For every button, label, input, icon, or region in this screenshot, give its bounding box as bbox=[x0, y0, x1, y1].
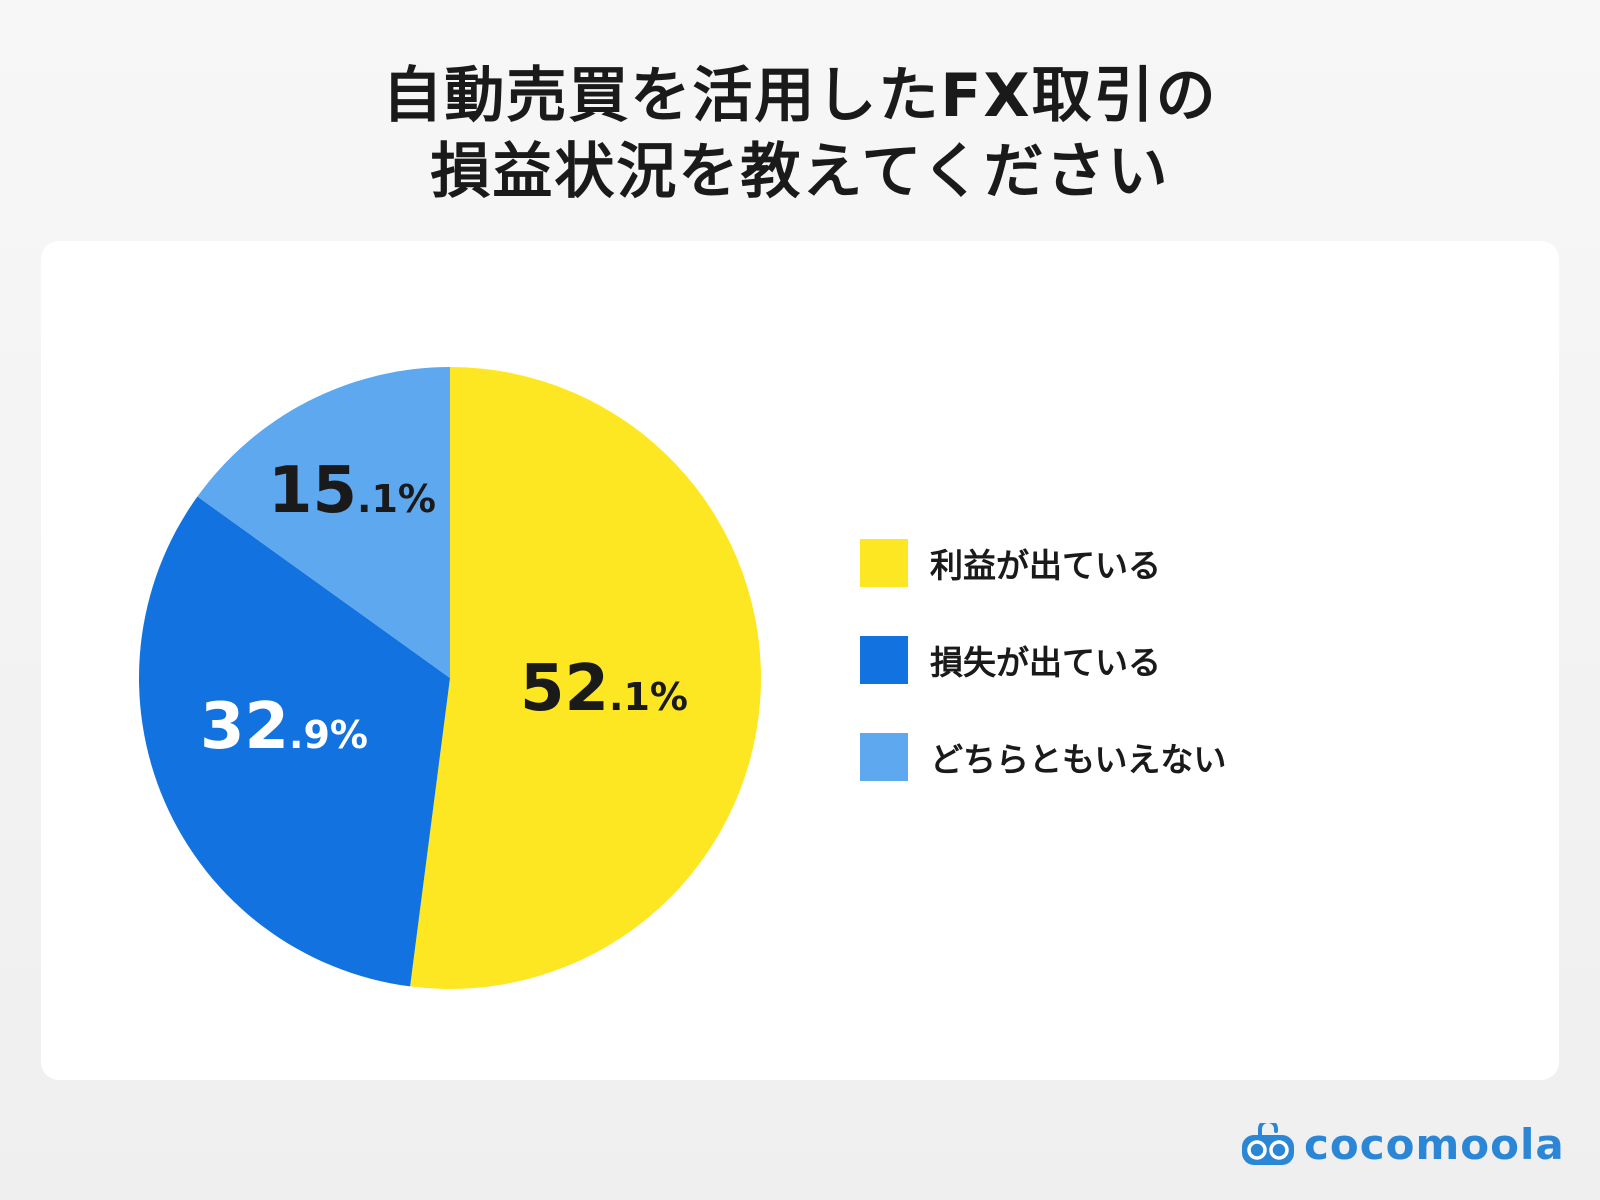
legend-swatch bbox=[860, 539, 908, 587]
legend-item-neutral: どちらともいえない bbox=[860, 733, 1226, 781]
boombox-logo-icon bbox=[1242, 1122, 1294, 1165]
legend-swatch bbox=[860, 733, 908, 781]
data-label: 52.1% bbox=[520, 652, 688, 726]
legend-label: 利益が出ている bbox=[930, 546, 1161, 585]
pie-slice-1 bbox=[139, 496, 451, 987]
data-label: 15.1% bbox=[268, 454, 436, 528]
brand-name: cocomoola bbox=[1304, 1120, 1565, 1169]
legend: 利益が出ている 損失が出ている どちらともいえない bbox=[860, 539, 1226, 830]
title-line-1: 自動売買を活用したFX取引の bbox=[382, 61, 1218, 131]
title-line-2: 損益状況を教えてください bbox=[430, 137, 1170, 207]
pie-slice-2 bbox=[197, 367, 450, 678]
legend-label: どちらともいえない bbox=[930, 740, 1227, 779]
data-label: 32.9% bbox=[200, 690, 368, 764]
brand-logo: cocomoola bbox=[1240, 1120, 1565, 1169]
legend-item-loss: 損失が出ている bbox=[860, 636, 1226, 684]
chart-title: 自動売買を活用したFX取引の 損益状況を教えてください bbox=[0, 58, 1600, 210]
legend-label: 損失が出ている bbox=[930, 643, 1161, 682]
pie-slice-0 bbox=[410, 367, 762, 989]
legend-item-profit: 利益が出ている bbox=[860, 539, 1226, 587]
legend-swatch bbox=[860, 636, 908, 684]
